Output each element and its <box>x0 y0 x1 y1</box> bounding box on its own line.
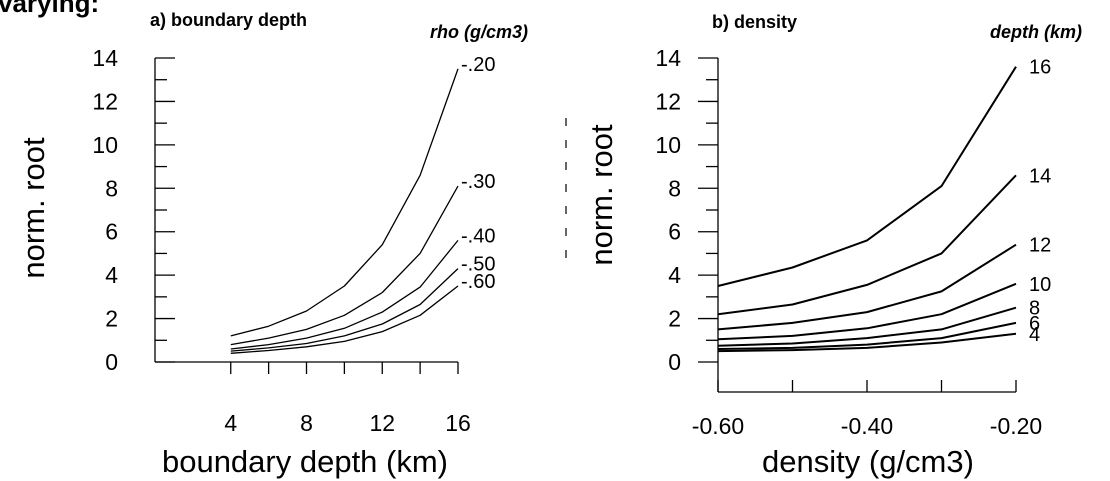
panel-a-x-tick-label: 8 <box>300 410 313 436</box>
panel-b-x-tick-label: -0.60 <box>692 413 744 439</box>
panel-b-y-tick-label: 12 <box>655 88 681 114</box>
panel-a-series-line <box>230 185 459 346</box>
panel-a-series-line <box>230 285 459 354</box>
panel-b-y-tick-label: 10 <box>655 132 681 158</box>
panel-a-series-line <box>230 239 459 350</box>
panel-b-series-label: 6 <box>1029 313 1040 335</box>
panel-b: b) density depth (km) density (g/cm3) no… <box>565 12 1082 479</box>
panel-b-x-tick-label: -0.20 <box>990 413 1042 439</box>
panel-a-series-line <box>230 68 459 337</box>
panel-b-y-tick-label: 6 <box>668 219 681 245</box>
panel-b-y-tick-label: 14 <box>655 45 681 71</box>
panel-b-legend-title: depth (km) <box>990 22 1082 42</box>
panel-b-y-tick-label: 8 <box>668 175 681 201</box>
panel-a-series-label: -.30 <box>461 171 495 193</box>
panel-b-series-label: 4 <box>1029 324 1040 346</box>
panel-a: a) boundary depth rho (g/cm3) boundary d… <box>16 10 528 479</box>
panel-a-x-tick-label: 16 <box>445 410 471 436</box>
panel-b-y-tick-label: 4 <box>668 262 681 288</box>
panel-b-y-axis-title: norm. root <box>584 124 619 266</box>
panel-a-series-label: -.60 <box>461 271 495 293</box>
panel-b-series-line <box>717 243 1017 331</box>
panel-a-title: a) boundary depth <box>150 10 307 30</box>
panel-b-series-line <box>717 306 1017 347</box>
panel-b-series-line <box>717 174 1017 316</box>
panel-a-y-tick-label: 6 <box>105 219 118 245</box>
panel-a-series-line <box>230 268 459 352</box>
panel-a-series-label: -.20 <box>461 54 495 76</box>
panel-a-series-label: -.50 <box>461 254 495 276</box>
header-text: varying: <box>0 0 99 18</box>
panel-a-x-tick-label: 4 <box>224 410 237 436</box>
panel-a-y-axis-title: norm. root <box>16 137 51 279</box>
panel-b-series-label: 8 <box>1029 298 1040 320</box>
panel-b-x-tick-label: -0.40 <box>841 413 893 439</box>
panel-a-y-tick-label: 14 <box>92 45 118 71</box>
panel-a-y-tick-label: 10 <box>92 132 118 158</box>
panel-b-series-label: 14 <box>1029 165 1051 187</box>
panel-b-title: b) density <box>712 12 797 32</box>
panel-b-series-label: 10 <box>1029 274 1051 296</box>
panel-b-series-label: 12 <box>1029 235 1051 257</box>
panel-a-y-tick-label: 2 <box>105 306 118 332</box>
panel-b-x-axis-title: density (g/cm3) <box>762 444 974 479</box>
panel-b-series-line <box>717 66 1017 287</box>
panel-b-y-tick-label: 2 <box>668 306 681 332</box>
panel-b-series-label: 16 <box>1029 57 1051 79</box>
panel-a-x-tick-label: 12 <box>369 410 395 436</box>
panel-b-series-line <box>717 321 1017 350</box>
panel-a-x-axis-title: boundary depth (km) <box>162 444 448 479</box>
panel-b-series-line <box>717 332 1017 353</box>
panel-a-legend-title: rho (g/cm3) <box>430 22 528 42</box>
panel-a-y-tick-label: 12 <box>92 88 118 114</box>
panel-b-series-line <box>717 282 1017 341</box>
panel-a-y-tick-label: 8 <box>105 175 118 201</box>
panel-b-y-tick-label: 0 <box>668 349 681 375</box>
panel-a-y-tick-label: 0 <box>105 349 118 375</box>
panel-a-series-label: -.40 <box>461 225 495 247</box>
panel-a-y-tick-label: 4 <box>105 262 118 288</box>
